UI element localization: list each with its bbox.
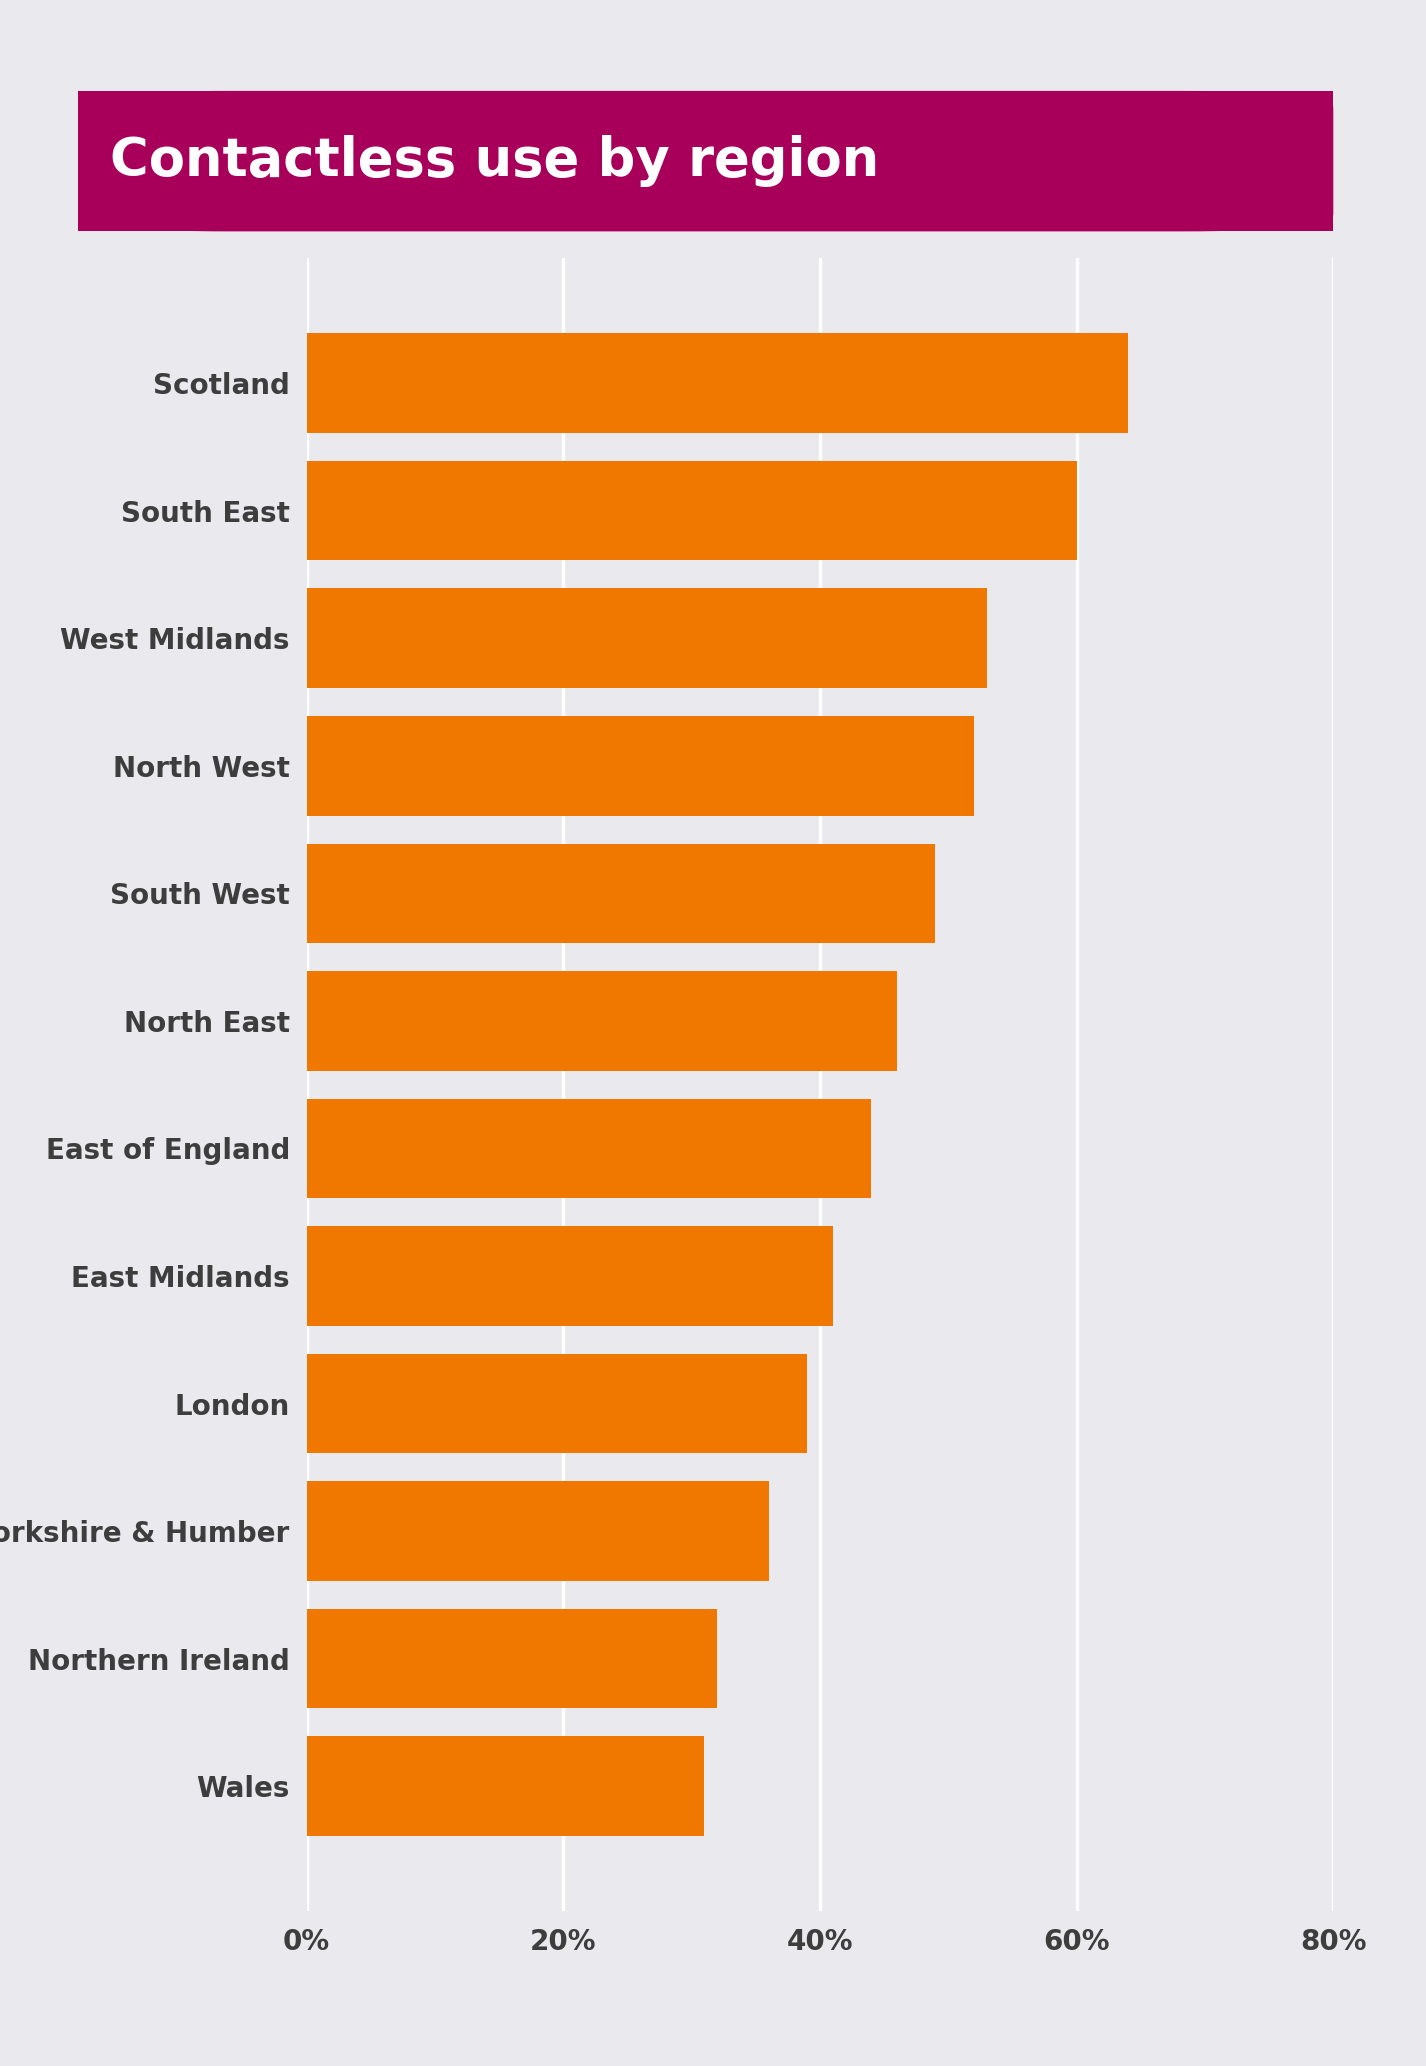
Bar [307,971,897,1070]
Text: Contactless use by region: Contactless use by region [110,134,878,188]
Bar [307,461,1077,560]
Bar [307,1353,807,1452]
Bar [307,1609,717,1709]
Bar [307,1735,704,1837]
FancyBboxPatch shape [78,91,1333,231]
Bar [307,1099,871,1198]
Bar [307,843,935,942]
Bar [307,1227,833,1326]
Bar [307,333,1128,434]
Bar [307,1481,769,1580]
Bar [307,589,987,688]
Bar [307,717,974,816]
